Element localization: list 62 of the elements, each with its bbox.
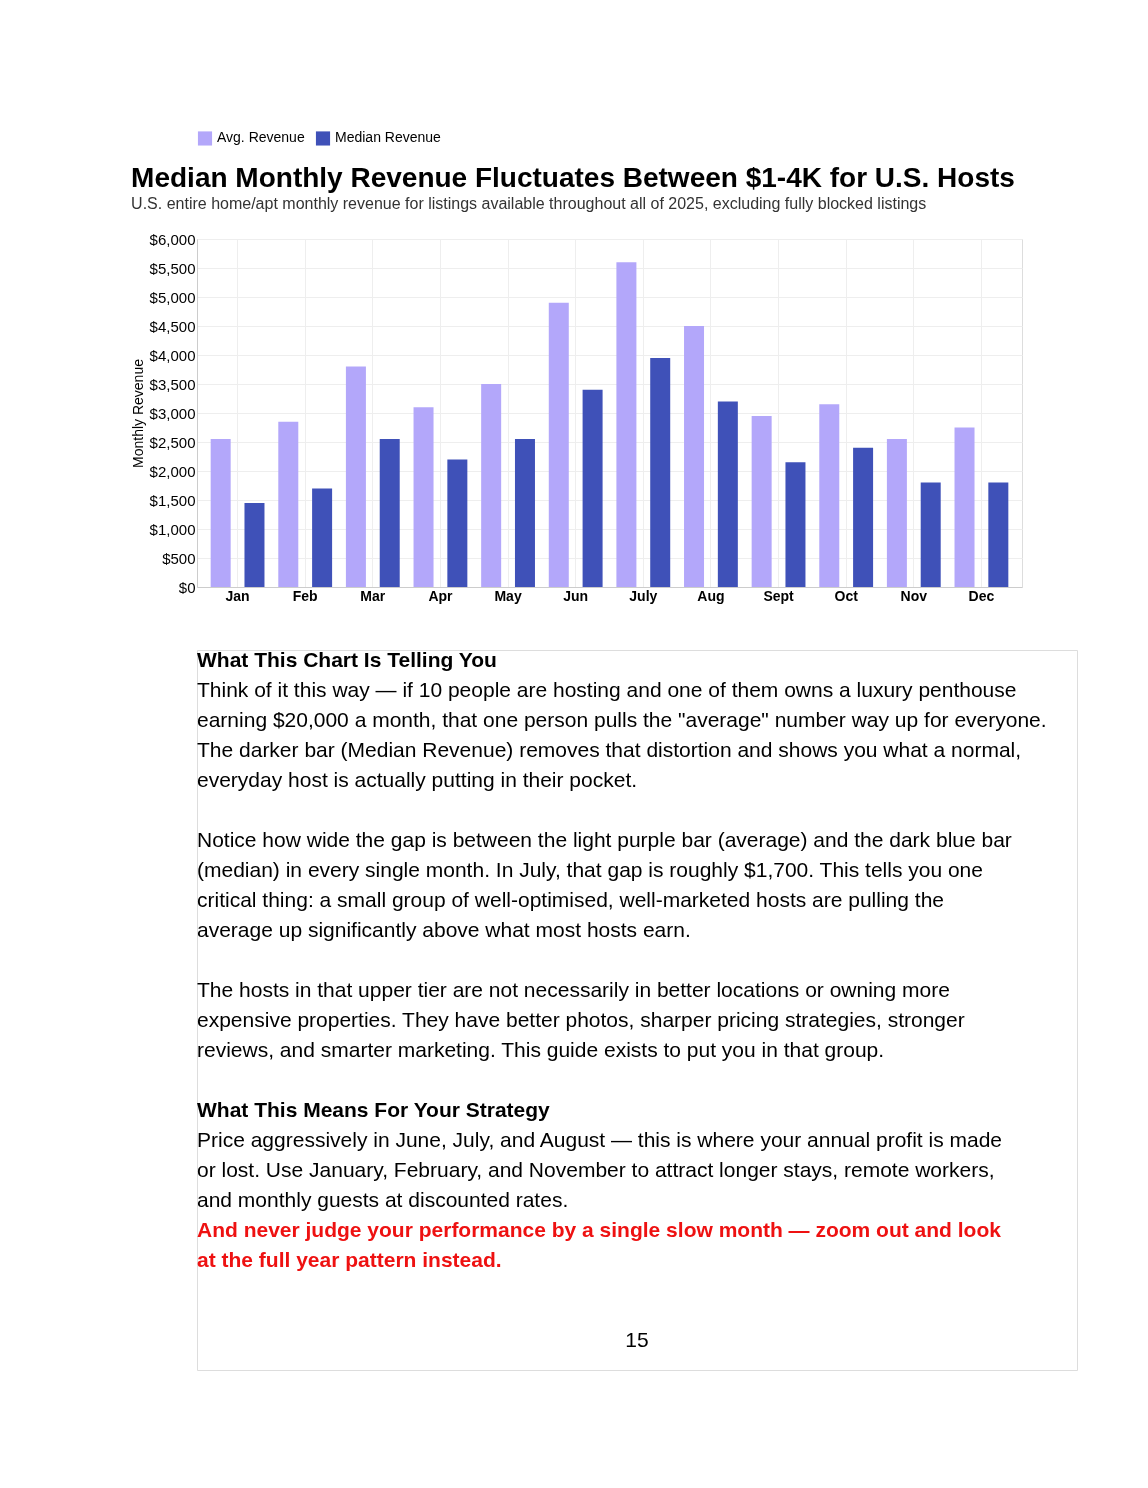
x-tick-label: Sept <box>763 587 795 604</box>
y-tick-label: $2,000 <box>149 462 196 480</box>
text: 15 <box>625 1328 649 1351</box>
bar <box>954 427 975 587</box>
x-tick-label: Mar <box>360 587 386 604</box>
legend-label: Avg. Revenue <box>217 129 305 146</box>
bar <box>379 439 400 587</box>
y-tick-label: $1,000 <box>149 520 196 538</box>
y-tick-label: $3,000 <box>149 404 196 422</box>
bar <box>447 459 468 587</box>
y-tick-label: $5,500 <box>149 259 196 277</box>
bar <box>650 357 671 587</box>
x-tick-label: Jan <box>225 587 250 604</box>
bar <box>514 439 535 587</box>
legend-label: Median Revenue <box>335 129 442 146</box>
bar <box>413 407 434 587</box>
x-tick-label: Feb <box>292 587 318 604</box>
y-tick-label: $6,000 <box>149 230 196 248</box>
text: Notice how wide the gap is between the light purple bar (average) and the dark blue bar (median) in every single month. In July, that gap is roughly $1,700. This tells you one critical thing: a small group of well-optimised, well-marketed hosts are pulling the average up significantly above what most hosts earn. <box>197 828 1012 941</box>
y-tick-label: $1,500 <box>149 491 196 509</box>
bar <box>582 389 603 587</box>
bar <box>920 482 941 587</box>
bar <box>345 366 366 587</box>
y-tick-label: $0 <box>178 578 196 596</box>
x-tick-label: Oct <box>834 587 859 604</box>
bar <box>210 439 231 587</box>
text: What This Means For Your Strategy <box>197 1098 551 1121</box>
bar <box>886 439 907 587</box>
bar <box>481 384 502 587</box>
x-tick-label: Nov <box>900 587 928 604</box>
bar <box>312 488 333 587</box>
text: Think of it this way — if 10 people are hosting and one of them owns a luxury penthouse earning $20,000 a month, that one person pulls the "average" number way up for everyone. The darker bar (Median Revenue) removes that distortion and shows you what a normal, everyday host is actually putting in their pocket. <box>197 678 1047 791</box>
text: Price aggressively in June, July, and August — this is where your annual profit is made or lost. Use January, February, and November to attract longer stays, remote workers, and monthly guests at discounted rates. <box>197 1128 1003 1211</box>
y-axis-title: Monthly Revenue <box>129 358 146 468</box>
x-tick-label: Jun <box>563 587 589 604</box>
bar <box>751 415 772 587</box>
chart-subtitle: U.S. entire home/apt monthly revenue for listings available throughout all of 2025, excluding fully blocked listings <box>131 195 927 212</box>
x-tick-label: July <box>629 587 658 604</box>
bar <box>819 404 840 587</box>
chart-title: Median Monthly Revenue Fluctuates Between $1-4K for U.S. Hosts <box>131 162 1015 193</box>
bar <box>244 502 265 587</box>
x-tick-label: Dec <box>968 587 995 604</box>
x-tick-label: Aug <box>697 587 725 604</box>
x-tick-label: May <box>494 587 522 604</box>
bar <box>548 302 569 587</box>
bar <box>616 262 637 587</box>
y-tick-label: $4,000 <box>149 346 196 364</box>
text: What This Chart Is Telling You <box>197 648 497 671</box>
y-tick-label: $4,500 <box>149 317 196 335</box>
x-tick-label: Apr <box>428 587 454 604</box>
text: The hosts in that upper tier are not necessarily in better locations or owning more expensive properties. They have better photos, sharper pricing strategies, stronger reviews, and smarter marketing. This guide exists to put you in that group. <box>197 978 965 1061</box>
bar <box>853 447 874 587</box>
bar <box>684 326 705 587</box>
y-tick-label: $3,500 <box>149 375 196 393</box>
y-tick-label: $500 <box>162 549 196 567</box>
text: And never judge your performance by a single slow month — zoom out and look at the full year pattern instead. <box>197 1218 1002 1271</box>
bar <box>278 421 299 587</box>
y-tick-label: $2,500 <box>149 433 196 451</box>
bar <box>988 482 1009 587</box>
bar <box>785 462 806 587</box>
y-tick-label: $5,000 <box>149 288 196 306</box>
bar <box>717 401 738 587</box>
